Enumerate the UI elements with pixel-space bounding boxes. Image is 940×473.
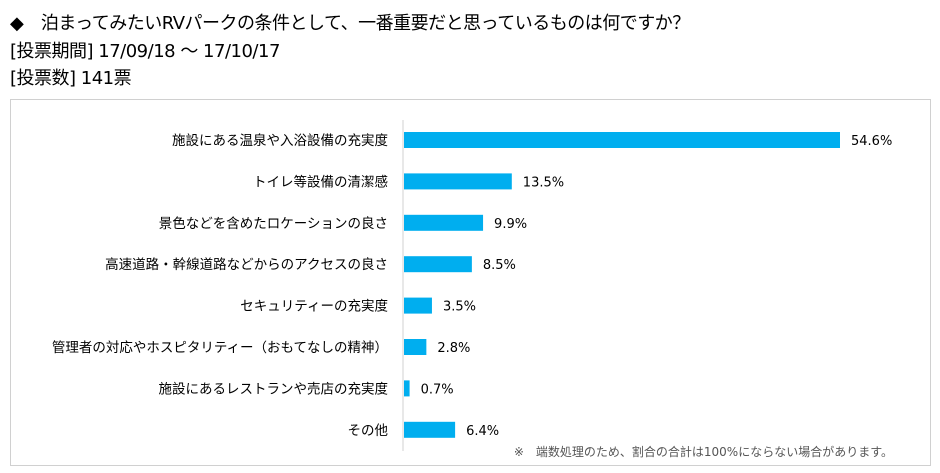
category-label: 高速道路・幹線道路などからのアクセスの良さ — [105, 256, 388, 273]
bar — [404, 297, 432, 314]
data-label: 54.6% — [851, 134, 892, 149]
bar — [404, 173, 512, 190]
question-title: ◆ 泊まってみたいRVパークの条件として、一番重要だと思っているものは何ですか？ — [10, 13, 690, 34]
data-label: 13.5% — [523, 175, 564, 190]
data-label: 6.4% — [466, 424, 499, 439]
bar — [404, 132, 840, 148]
data-label: 8.5% — [483, 258, 516, 273]
bar — [404, 421, 456, 438]
category-label: 施設にある温泉や入浴設備の充実度 — [172, 132, 388, 149]
bar — [404, 256, 472, 273]
footnote: ※ 端数処理のため、割合の合計は100%にならない場合があります。 — [514, 444, 893, 459]
vote-count: [投票数] 141票 — [10, 68, 132, 89]
data-label: 2.8% — [437, 341, 470, 356]
bar — [404, 214, 484, 231]
category-label: 管理者の対応やホスピタリティー（おもてなしの精神） — [52, 340, 388, 356]
bar — [404, 339, 427, 355]
data-label: 9.9% — [494, 217, 527, 232]
voting-period: [投票期間] 17/09/18 ～ 17/10/17 — [10, 41, 280, 62]
data-label: 0.7% — [421, 382, 454, 397]
category-label: トイレ等設備の清潔感 — [253, 173, 388, 190]
category-label: 施設にあるレストランや売店の充実度 — [159, 381, 389, 397]
category-label: セキュリティーの充実度 — [240, 299, 388, 315]
bar — [404, 380, 410, 397]
category-label: 景色などを含めたロケーションの良さ — [159, 215, 388, 232]
chart-frame — [10, 99, 931, 466]
data-label: 3.5% — [443, 300, 476, 315]
category-label: その他 — [348, 423, 389, 439]
